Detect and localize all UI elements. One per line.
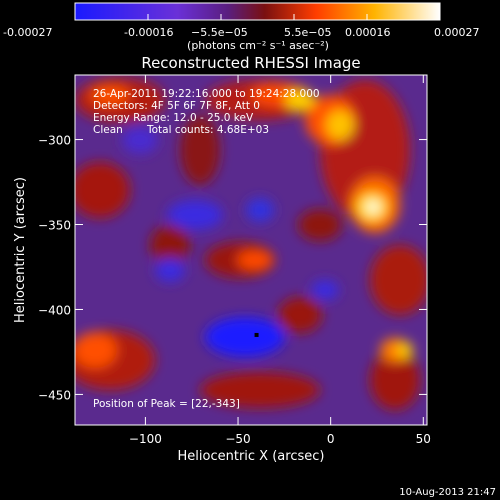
colorbar-tick-label-2: −5.5e−05 — [191, 26, 248, 39]
y-tick-label-0: −300 — [38, 134, 71, 148]
plot-frame — [74, 74, 428, 426]
colorbar-tick-label-1: -0.00016 — [124, 26, 173, 39]
colorbar-tick-label-5: 0.00027 — [434, 26, 480, 39]
x-tick-label-1: −50 — [225, 432, 250, 446]
y-tick-label-1: −350 — [38, 219, 71, 233]
annotation-time-range: 26-Apr-2011 19:22:16.000 to 19:24:28.000 — [93, 88, 320, 100]
x-tick-label-3: 50 — [416, 432, 431, 446]
colorbar-frame — [74, 2, 441, 21]
annotation-peak: Position of Peak = [22,-343] — [93, 398, 240, 410]
y-axis-label: Heliocentric Y (arcsec) — [13, 177, 28, 323]
annotation-energy-range: Energy Range: 12.0 - 25.0 keV — [93, 112, 254, 124]
annotation-method: Clean — [93, 124, 123, 136]
x-axis: −100 −50 0 50 — [129, 75, 431, 446]
heatmap-image — [75, 75, 427, 425]
y-axis: −300 −350 −400 −450 — [38, 134, 427, 402]
x-tick-label-0: −100 — [129, 432, 162, 446]
x-axis-label: Heliocentric X (arcsec) — [178, 449, 325, 464]
annotation-detectors: Detectors: 4F 5F 6F 7F 8F, Att 0 — [93, 100, 260, 112]
y-tick-label-2: −400 — [38, 303, 71, 317]
chart-title: Reconstructed RHESSI Image — [141, 54, 360, 72]
colorbar-tick-label-0: -0.00027 — [3, 26, 52, 39]
colorbar: -0.00027 -0.00016 −5.5e−05 5.5e−05 0.000… — [3, 2, 480, 52]
colorbar-tick-label-3: 5.5e−05 — [284, 26, 331, 39]
y-tick-label-3: −450 — [38, 388, 71, 402]
annotation-total-counts: Total counts: 4.68E+03 — [146, 124, 269, 136]
x-tick-label-2: 0 — [327, 432, 335, 446]
min-marker — [254, 332, 259, 337]
colorbar-gradient — [75, 3, 440, 20]
colorbar-tick-label-4: 0.00016 — [345, 26, 391, 39]
footer-timestamp: 10-Aug-2013 21:47 — [399, 487, 496, 498]
colorbar-unit-label: (photons cm⁻² s⁻¹ asec⁻²) — [187, 39, 329, 52]
